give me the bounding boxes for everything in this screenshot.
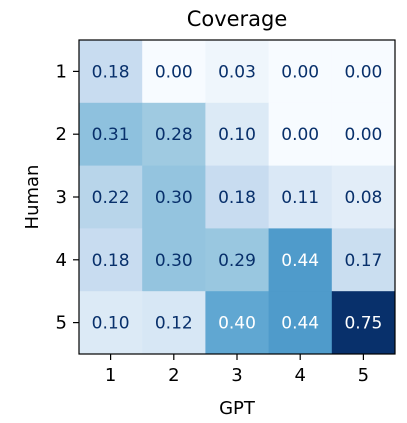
heatmap-cell	[268, 40, 333, 104]
heatmap-cell	[268, 291, 333, 355]
cell-value-label: 0.03	[218, 62, 256, 82]
y-tick-label: 3	[56, 187, 67, 208]
cell-value-label: 0.40	[218, 314, 256, 334]
cell-value-label: 0.10	[218, 125, 256, 145]
heatmap-cell	[268, 165, 333, 229]
cell-value-label: 0.75	[344, 314, 382, 334]
heatmap-cell	[205, 165, 270, 229]
heatmap-cell	[205, 228, 270, 292]
heatmap-cell	[142, 291, 206, 355]
x-tick-label: 1	[105, 365, 116, 386]
cell-value-label: 0.17	[344, 251, 382, 271]
heatmap-cell-labels: 0.18 0.00 0.03 0.00 0.00 0.31 0.28 0.10 0.00 0.00…	[92, 62, 383, 333]
heatmap-cell	[79, 165, 143, 229]
y-tick-label: 5	[56, 313, 67, 334]
cell-value-label: 0.30	[155, 251, 193, 271]
heatmap-cell	[331, 102, 396, 167]
cell-value-label: 0.28	[155, 125, 193, 145]
chart-title: Coverage	[187, 7, 288, 31]
y-axis-ticks: 1 2 3 4 5	[56, 61, 79, 334]
heatmap-cell	[79, 40, 143, 104]
heatmap-cells	[79, 40, 396, 355]
y-tick-label: 2	[56, 124, 67, 145]
x-axis-label: GPT	[219, 398, 256, 419]
heatmap-cell	[205, 40, 270, 104]
x-tick-label: 5	[358, 365, 369, 386]
y-tick-label: 1	[56, 61, 67, 82]
cell-value-label: 0.22	[92, 188, 130, 208]
x-axis-ticks: 1 2 3 4 5	[105, 354, 369, 386]
cell-value-label: 0.31	[92, 125, 130, 145]
heatmap-cell	[142, 102, 206, 167]
cell-value-label: 0.00	[344, 125, 382, 145]
cell-value-label: 0.00	[281, 62, 319, 82]
cell-value-label: 0.00	[155, 62, 193, 82]
cell-value-label: 0.00	[344, 62, 382, 82]
heatmap-cell	[79, 228, 143, 292]
heatmap-cell	[331, 228, 396, 292]
x-tick-label: 4	[294, 365, 305, 386]
cell-value-label: 0.12	[155, 314, 193, 334]
cell-value-label: 0.44	[281, 314, 319, 334]
cell-value-label: 0.18	[92, 251, 130, 271]
cell-value-label: 0.08	[344, 188, 382, 208]
cell-value-label: 0.18	[218, 188, 256, 208]
cell-value-label: 0.00	[281, 125, 319, 145]
y-axis-label: Human	[22, 165, 43, 230]
heatmap-cell	[79, 291, 143, 355]
heatmap-cell	[268, 228, 333, 292]
heatmap-cell	[205, 291, 270, 355]
heatmap-cell	[331, 291, 396, 355]
heatmap-cell	[205, 102, 270, 167]
cell-value-label: 0.30	[155, 188, 193, 208]
heatmap-cell	[142, 165, 206, 229]
x-tick-label: 3	[231, 365, 242, 386]
cell-value-label: 0.11	[281, 188, 319, 208]
heatmap-cell	[268, 102, 333, 167]
cell-value-label: 0.18	[92, 62, 130, 82]
x-tick-label: 2	[168, 365, 179, 386]
heatmap-cell	[142, 40, 206, 104]
cell-value-label: 0.44	[281, 251, 319, 271]
heatmap-cell	[331, 40, 396, 104]
cell-value-label: 0.29	[218, 251, 256, 271]
heatmap-cell	[331, 165, 396, 229]
y-tick-label: 4	[56, 250, 67, 271]
cell-value-label: 0.10	[92, 314, 130, 334]
heatmap-cell	[79, 102, 143, 167]
heatmap-cell	[142, 228, 206, 292]
